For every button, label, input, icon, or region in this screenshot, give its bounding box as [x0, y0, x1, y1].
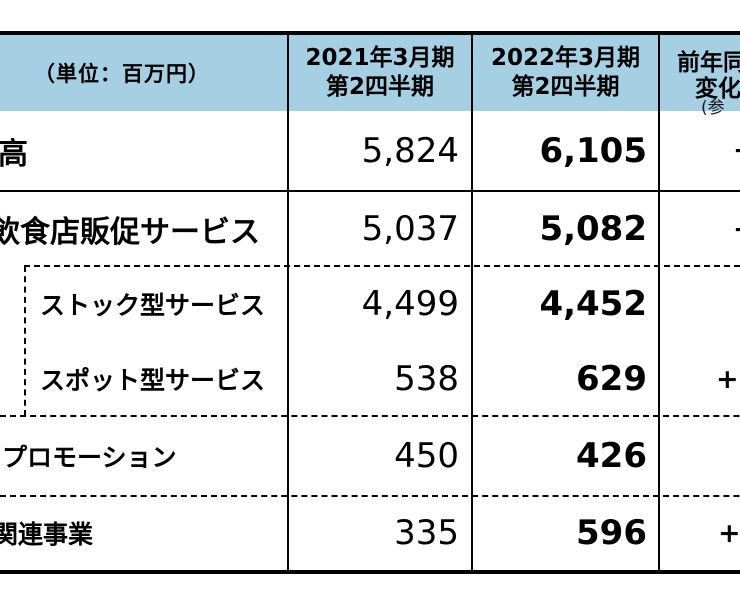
row-divider-solid — [0, 190, 740, 192]
col-header-change-line2: 変化 — [695, 76, 740, 102]
table-bottom-border — [0, 570, 740, 574]
col-header-fy2022: 2022年3月期 第2四半期 — [473, 35, 658, 111]
row-label: ストック型サービス — [40, 291, 266, 320]
col-header-fy2022-line1: 2022年3月期 — [490, 45, 641, 71]
col-header-change-line3: (参 — [701, 98, 725, 118]
row-divider-dashed-2 — [0, 415, 740, 417]
table-header-row: （単位：百万円） 2021年3月期 第2四半期 2022年3月期 第2四半期 前… — [0, 35, 740, 118]
table-row-promotion: プロモーション 450 426 — [0, 416, 740, 496]
unit-label: （単位：百万円） — [34, 62, 210, 86]
table-row-stock-service: ストック型サービス 4,499 4,452 — [0, 266, 740, 342]
row-label: 高 — [0, 136, 28, 172]
table-row-related-business: 関連事業 335 596 +7 — [0, 496, 740, 570]
column-divider-1 — [287, 31, 289, 574]
col-header-fy2021-line1: 2021年3月期 — [305, 45, 455, 71]
change-fragment: + — [733, 111, 740, 190]
col-header-fy2021-line2: 第2四半期 — [325, 74, 434, 100]
col-header-fy2021: 2021年3月期 第2四半期 — [289, 35, 471, 111]
table-top-border — [0, 31, 740, 35]
sub-group-dashed-edge — [24, 266, 26, 416]
value-fy2022: 426 — [576, 436, 647, 476]
column-divider-3 — [658, 31, 660, 574]
value-fy2021: 5,037 — [361, 209, 459, 249]
row-divider-dashed-1 — [24, 265, 740, 267]
change-fragment: +1 — [716, 363, 740, 395]
value-fy2022: 6,105 — [539, 130, 647, 171]
value-fy2021: 450 — [394, 436, 459, 476]
col-header-change-line1: 前年同 — [677, 50, 740, 76]
change-fragment: + — [733, 192, 740, 266]
value-fy2021: 538 — [394, 359, 459, 399]
value-fy2021: 335 — [394, 513, 459, 553]
table-row-net-sales: 高 5,824 6,105 + — [0, 111, 740, 190]
row-divider-dashed-3 — [0, 495, 740, 497]
row-label: 関連事業 — [0, 520, 94, 549]
row-label: スポット型サービス — [40, 366, 266, 395]
table-row-restaurant-promotion-service: 飲食店販促サービス 5,037 5,082 + — [0, 192, 740, 266]
value-fy2021: 5,824 — [361, 130, 459, 171]
change-fragment: +7 — [718, 517, 740, 549]
table-row-spot-service: スポット型サービス 538 629 +1 — [0, 342, 740, 416]
value-fy2021: 4,499 — [361, 284, 459, 324]
value-fy2022: 4,452 — [539, 284, 647, 324]
value-fy2022: 596 — [576, 513, 647, 553]
row-label: 飲食店販促サービス — [0, 215, 260, 250]
row-label: プロモーション — [2, 443, 177, 472]
column-divider-2 — [471, 31, 473, 574]
value-fy2022: 629 — [576, 359, 647, 399]
value-fy2022: 5,082 — [539, 209, 647, 249]
col-header-fy2022-line2: 第2四半期 — [511, 74, 620, 100]
